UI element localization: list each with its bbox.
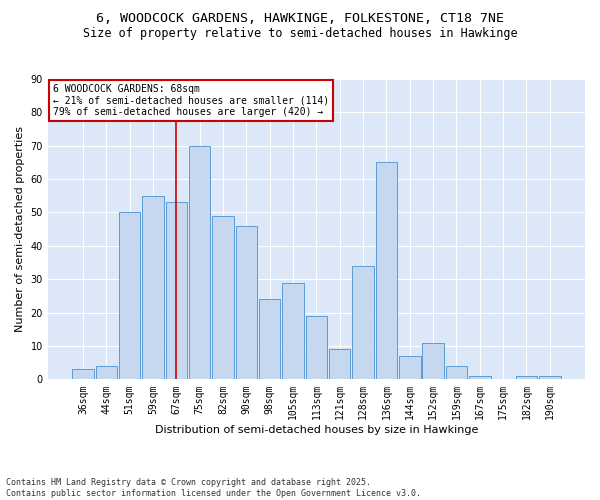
Bar xyxy=(329,350,350,380)
Bar xyxy=(142,196,164,380)
Bar xyxy=(305,316,327,380)
Bar xyxy=(259,299,280,380)
Bar xyxy=(283,282,304,380)
Bar xyxy=(446,366,467,380)
Bar xyxy=(539,376,560,380)
Bar xyxy=(422,342,444,380)
Text: 6, WOODCOCK GARDENS, HAWKINGE, FOLKESTONE, CT18 7NE: 6, WOODCOCK GARDENS, HAWKINGE, FOLKESTON… xyxy=(96,12,504,26)
Text: 6 WOODCOCK GARDENS: 68sqm
← 21% of semi-detached houses are smaller (114)
79% of: 6 WOODCOCK GARDENS: 68sqm ← 21% of semi-… xyxy=(53,84,329,116)
Bar xyxy=(189,146,211,380)
Bar xyxy=(352,266,374,380)
X-axis label: Distribution of semi-detached houses by size in Hawkinge: Distribution of semi-detached houses by … xyxy=(155,425,478,435)
Bar xyxy=(469,376,491,380)
Bar xyxy=(236,226,257,380)
Bar xyxy=(72,370,94,380)
Y-axis label: Number of semi-detached properties: Number of semi-detached properties xyxy=(15,126,25,332)
Bar xyxy=(376,162,397,380)
Bar xyxy=(516,376,537,380)
Bar xyxy=(166,202,187,380)
Bar xyxy=(95,366,117,380)
Bar xyxy=(399,356,421,380)
Bar xyxy=(212,216,234,380)
Text: Size of property relative to semi-detached houses in Hawkinge: Size of property relative to semi-detach… xyxy=(83,28,517,40)
Text: Contains HM Land Registry data © Crown copyright and database right 2025.
Contai: Contains HM Land Registry data © Crown c… xyxy=(6,478,421,498)
Bar xyxy=(119,212,140,380)
